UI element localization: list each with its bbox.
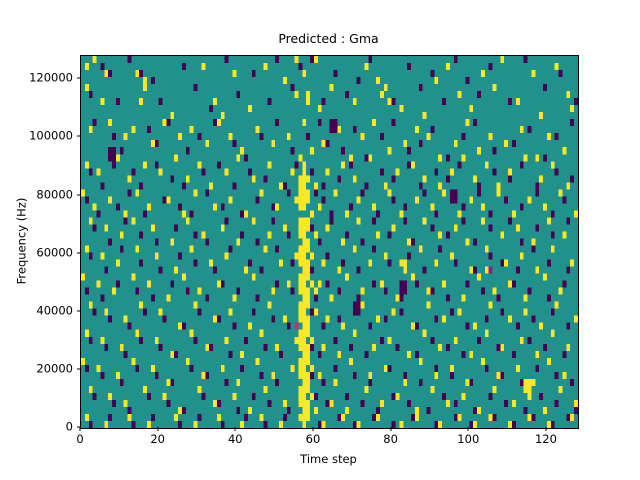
y-axis-label: Frequency (Hz) xyxy=(13,55,29,427)
y-tick-label: 120000 xyxy=(29,70,73,85)
y-tick-label: 40000 xyxy=(36,303,73,317)
x-tick-label: 0 xyxy=(76,432,84,446)
page-title: Predicted : Gma xyxy=(278,31,379,46)
x-tick-label: 40 xyxy=(227,432,243,446)
y-tick-label: 0 xyxy=(65,419,73,434)
y-tick-label: 100000 xyxy=(29,128,73,143)
x-tick-label: 80 xyxy=(383,432,398,446)
y-tick-label: 60000 xyxy=(36,244,73,259)
x-axis-label: Time step xyxy=(300,452,357,466)
x-tick-label: 120 xyxy=(534,432,557,446)
x-tick-label: 60 xyxy=(305,432,321,446)
heatmap-plot-area[interactable] xyxy=(80,55,579,429)
y-axis-label-text: Frequency (Hz) xyxy=(14,197,29,285)
y-tick-label: 20000 xyxy=(36,361,73,376)
y-tick-label: 80000 xyxy=(36,186,73,201)
x-tick-label: 100 xyxy=(457,432,480,446)
x-tick-label: 20 xyxy=(150,432,165,446)
heatmap-image xyxy=(81,56,578,428)
